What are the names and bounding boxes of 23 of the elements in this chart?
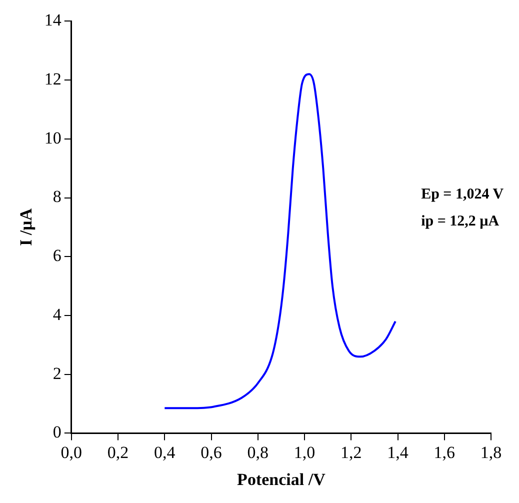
x-tick-label: 1,2 <box>340 442 362 462</box>
y-tick-label: 12 <box>44 70 62 89</box>
y-tick-label: 6 <box>52 246 62 266</box>
y-tick-label: 10 <box>44 128 62 148</box>
x-tick-label: 0,2 <box>107 442 129 462</box>
y-tick-label: 2 <box>52 364 62 383</box>
x-tick-label: 1,0 <box>294 442 316 462</box>
y-tick-label: 8 <box>52 187 62 206</box>
line-series <box>164 73 396 410</box>
annotation: Ep = 1,024 V <box>421 186 504 203</box>
y-tick-label: 4 <box>52 304 62 324</box>
y-tick-label: 14 <box>44 10 62 30</box>
x-tick-label: 0,8 <box>247 442 269 462</box>
x-tick-label: 0,0 <box>60 442 82 462</box>
x-axis-title: Potencial /V <box>237 470 326 490</box>
x-tick-label: 1,4 <box>387 442 409 462</box>
x-tick-label: 1,6 <box>434 442 456 462</box>
y-tick-label: 0 <box>52 422 62 442</box>
x-tick-label: 0,4 <box>154 442 176 462</box>
annotation: ip = 12,2 µA <box>421 214 500 230</box>
x-tick-label: 0,6 <box>200 442 222 462</box>
x-tick-label: 1,8 <box>480 442 502 462</box>
y-axis-title: I /µA <box>16 208 36 246</box>
